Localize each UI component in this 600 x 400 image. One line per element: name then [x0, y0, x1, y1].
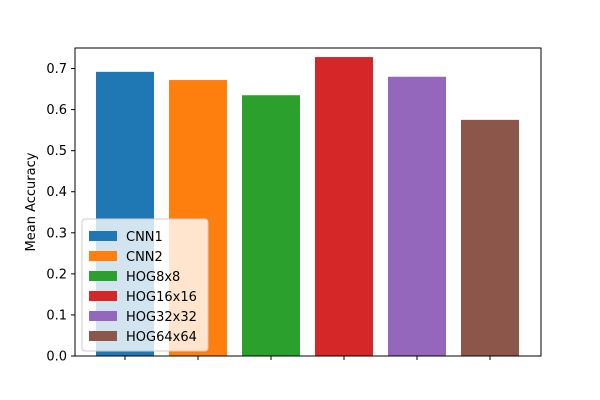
bars-group: [96, 57, 519, 357]
y-tick-label: 0.1: [46, 308, 67, 323]
bar-hog8x8: [242, 95, 300, 356]
legend-swatch-hog32x32: [89, 311, 117, 321]
y-tick-label: 0.6: [46, 103, 67, 118]
legend-swatch-cnn1: [89, 231, 117, 241]
legend-swatch-hog16x16: [89, 291, 117, 301]
y-tick-label: 0.4: [46, 185, 67, 200]
legend: CNN1 CNN2 HOG8x8 HOG16x16 HOG32x32 HOG64x64: [81, 218, 209, 352]
y-axis: 0.0 0.1 0.2 0.3 0.4 0.5 0.6 0.7: [46, 62, 75, 365]
y-tick-label: 0.5: [46, 144, 67, 159]
legend-swatch-hog64x64: [89, 331, 117, 341]
legend-label-cnn2: CNN2: [126, 250, 163, 265]
bar-hog64x64: [461, 119, 519, 356]
y-tick-label: 0.7: [46, 62, 67, 77]
x-axis: [124, 356, 491, 360]
y-tick-label: 0.0: [46, 350, 67, 365]
legend-label-hog16x16: HOG16x16: [126, 290, 197, 305]
y-tick-label: 0.2: [46, 267, 67, 282]
bar-hog32x32: [388, 76, 446, 356]
y-axis-label: Mean Accuracy: [24, 152, 39, 251]
legend-label-hog64x64: HOG64x64: [126, 330, 197, 345]
plot-frame: [74, 47, 542, 357]
legend-label-cnn1: CNN1: [126, 230, 163, 245]
legend-label-hog32x32: HOG32x32: [126, 310, 197, 325]
legend-swatch-hog8x8: [89, 271, 117, 281]
legend-swatch-cnn2: [89, 251, 117, 261]
y-tick-label: 0.3: [46, 226, 67, 241]
legend-label-hog8x8: HOG8x8: [126, 270, 180, 285]
bar-hog16x16: [315, 57, 373, 356]
